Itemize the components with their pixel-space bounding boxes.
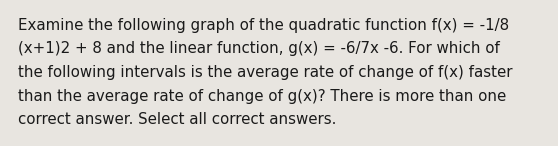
Text: the following intervals is the average rate of change of f(x) faster: the following intervals is the average r… [18,65,512,80]
Text: correct answer. Select all correct answers.: correct answer. Select all correct answe… [18,112,336,127]
Text: Examine the following graph of the quadratic function f(x) = -1/8: Examine the following graph of the quadr… [18,18,509,33]
Text: than the average rate of change of g(x)? There is more than one: than the average rate of change of g(x)?… [18,88,506,104]
Text: (x+1)2 + 8 and the linear function, g(x) = -6/7x -6. For which of: (x+1)2 + 8 and the linear function, g(x)… [18,41,500,57]
